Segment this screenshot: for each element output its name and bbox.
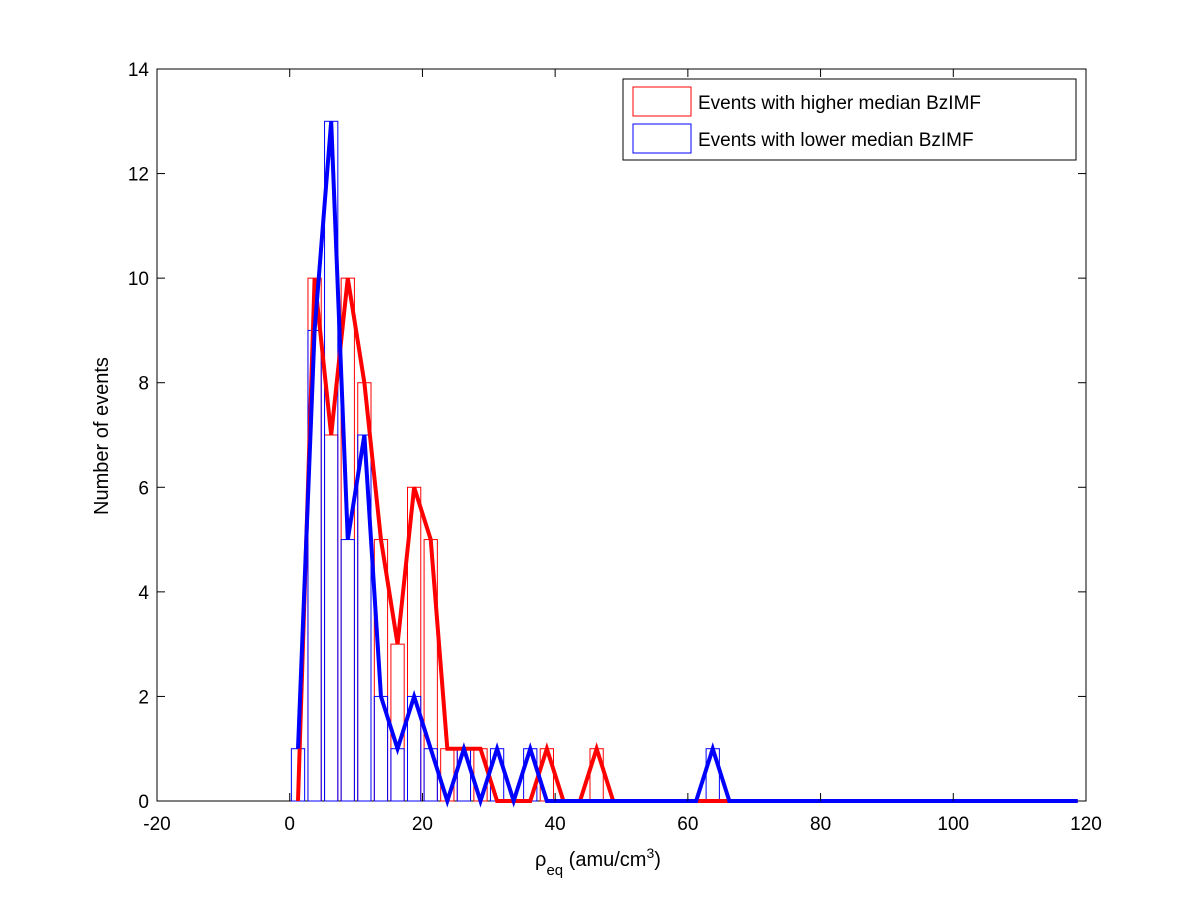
bar [456, 748, 472, 802]
y-tick-label: 2 [138, 687, 149, 708]
y-tick-label: 6 [138, 478, 149, 499]
y-axis: 0 2 4 6 8 10 12 14 [128, 60, 1086, 813]
y-axis-title: Number of events [91, 357, 113, 515]
y-tick-label: 12 [128, 165, 149, 186]
y-tick-label: 14 [128, 60, 150, 81]
bar [523, 748, 538, 802]
x-tick-label: 40 [545, 814, 566, 835]
x-tick-label: -20 [143, 814, 170, 835]
line-higher [296, 277, 1078, 803]
x-axis-title-unit-close: ) [654, 849, 661, 871]
legend-box [622, 78, 1077, 161]
y-tick-label: 0 [138, 792, 149, 813]
bar [589, 748, 604, 802]
bar [390, 748, 405, 802]
bar [473, 748, 488, 802]
x-axis-title-subscript: eq [546, 862, 563, 879]
x-tick-label: 60 [677, 814, 698, 835]
x-tick-label: 100 [937, 814, 969, 835]
x-tick-label: 80 [810, 814, 831, 835]
line-lower [296, 121, 1078, 808]
x-axis-title-unit: (amu/cm [563, 849, 646, 871]
legend: Events with higher median BzIMF Events w… [622, 78, 1077, 161]
legend-swatch-lower [632, 123, 692, 154]
bar [324, 434, 339, 802]
bar [456, 748, 472, 802]
y-tick-label: 4 [138, 583, 149, 604]
plot-area [156, 68, 1087, 808]
x-axis-title-symbol: ρ [535, 849, 546, 871]
legend-label-higher: Events with higher median BzIMF [698, 93, 981, 114]
x-axis: -20 0 20 40 60 80 100 120 [143, 69, 1102, 835]
x-tick-label: 0 [284, 814, 295, 835]
bar [705, 748, 720, 802]
x-tick-label: 120 [1070, 814, 1102, 835]
bar [489, 748, 505, 802]
y-tick-label: 8 [138, 374, 149, 395]
bar [390, 643, 405, 802]
legend-swatch-higher [632, 86, 692, 117]
bar [340, 539, 355, 802]
bars-lower [290, 120, 720, 802]
bar [440, 748, 455, 802]
bar [539, 748, 554, 802]
x-axis-title: ρeq (amu/cm3) [535, 845, 661, 879]
x-axis-title-superscript: 3 [646, 845, 654, 861]
y-tick-label: 10 [128, 269, 149, 290]
axes-box [156, 68, 1087, 802]
bar [423, 748, 438, 802]
legend-label-lower: Events with lower median BzIMF [698, 130, 974, 151]
x-tick-label: 20 [412, 814, 433, 835]
